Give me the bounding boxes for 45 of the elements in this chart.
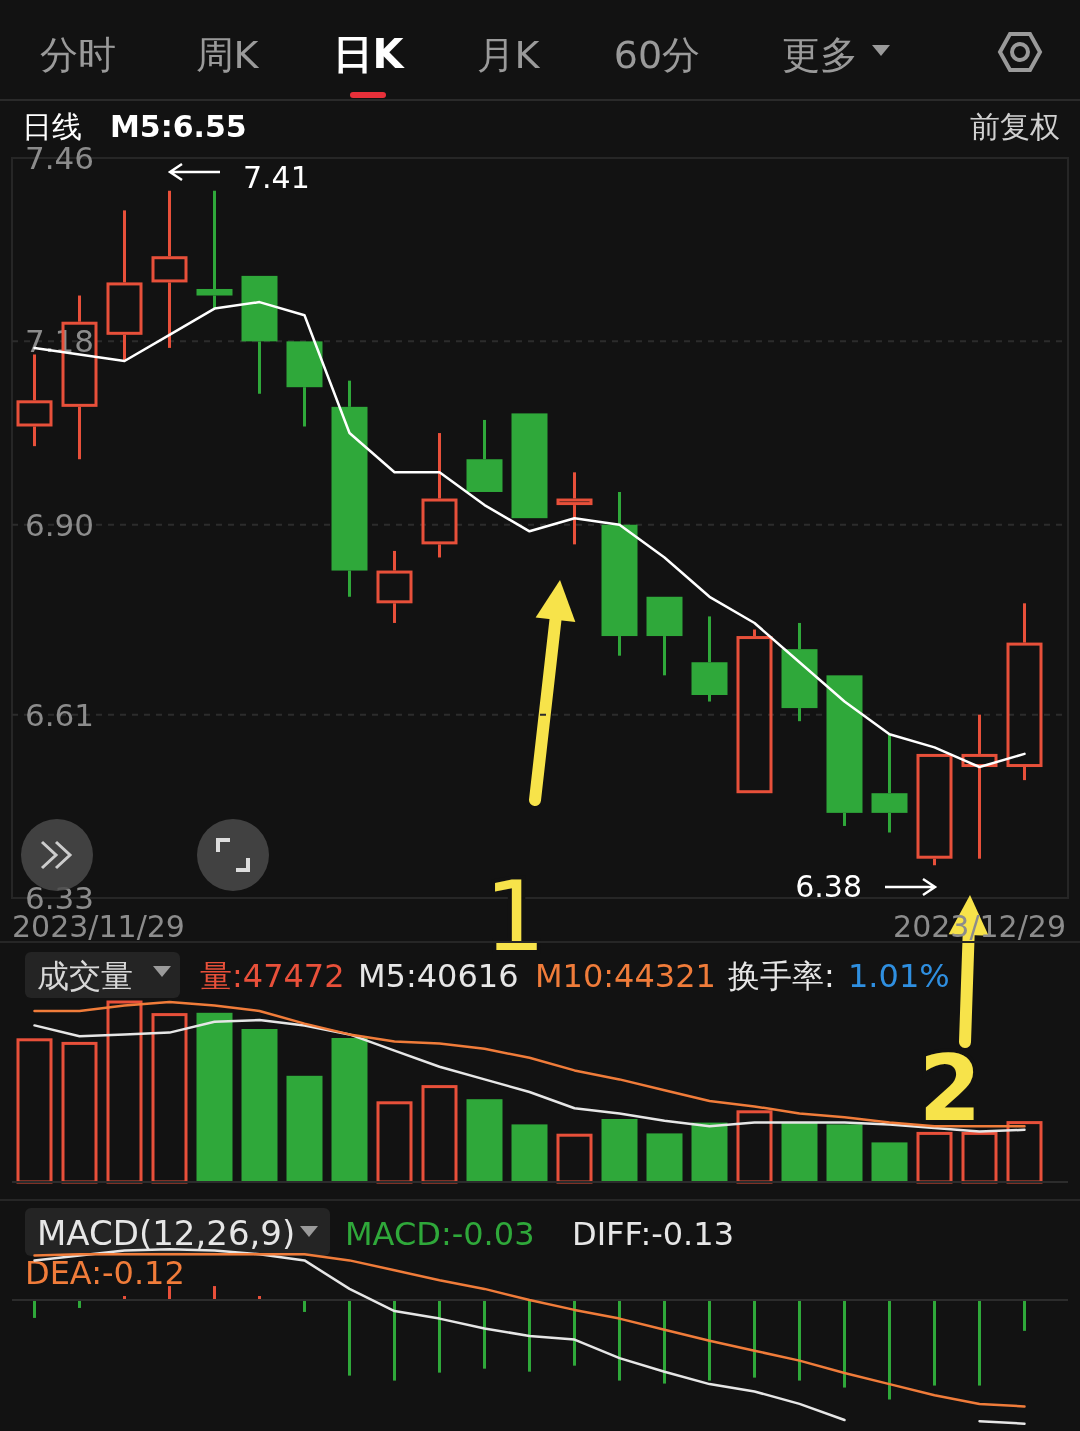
bar bbox=[691, 1122, 728, 1182]
bar bbox=[556, 1133, 593, 1184]
text: 前复权 bbox=[970, 109, 1060, 144]
y-tick-label: 6.61 bbox=[25, 696, 95, 733]
text: 日K bbox=[332, 31, 406, 77]
bar bbox=[826, 1124, 863, 1182]
annotation: MACD(12,26,9) bbox=[37, 1213, 296, 1253]
annotation: 2 bbox=[918, 1036, 982, 1141]
y-tick-label: 6.90 bbox=[25, 506, 95, 543]
bar bbox=[511, 1124, 548, 1182]
annotation: DIFF:-0.13 bbox=[572, 1215, 734, 1253]
text: 1.01% bbox=[848, 957, 950, 995]
text: 周K bbox=[195, 33, 260, 77]
bar bbox=[61, 1041, 98, 1184]
bar bbox=[871, 1142, 908, 1182]
bar bbox=[736, 1110, 773, 1184]
text: 60分 bbox=[613, 33, 701, 77]
annotation: 6.38 bbox=[795, 869, 862, 904]
bar bbox=[286, 1075, 323, 1182]
text: 量:47472 bbox=[200, 957, 345, 995]
bar bbox=[376, 1101, 413, 1184]
text: 月K bbox=[476, 33, 541, 77]
bar bbox=[331, 1038, 368, 1182]
text: M5:6.55 bbox=[110, 109, 247, 144]
bar bbox=[196, 1012, 233, 1182]
text: 更多 bbox=[782, 33, 858, 77]
bar bbox=[1006, 1121, 1043, 1184]
bar bbox=[646, 1133, 683, 1182]
annotation: 7.41 bbox=[243, 160, 310, 195]
bar bbox=[106, 1000, 143, 1184]
bar bbox=[466, 1099, 503, 1182]
text: M10:44321 bbox=[535, 957, 716, 995]
bar bbox=[961, 1131, 998, 1184]
bar bbox=[421, 1085, 458, 1184]
text: 成交量 bbox=[37, 957, 133, 995]
annotation: MACD:-0.03 bbox=[345, 1215, 535, 1253]
text: 分时 bbox=[40, 33, 116, 77]
bar bbox=[151, 1013, 188, 1184]
bar bbox=[241, 1029, 278, 1182]
bar bbox=[601, 1119, 638, 1182]
text: 换手率: bbox=[728, 957, 835, 995]
bar bbox=[916, 1131, 953, 1184]
annotation: DEA:-0.12 bbox=[25, 1254, 185, 1292]
bar bbox=[16, 1038, 53, 1184]
bar bbox=[781, 1122, 818, 1182]
